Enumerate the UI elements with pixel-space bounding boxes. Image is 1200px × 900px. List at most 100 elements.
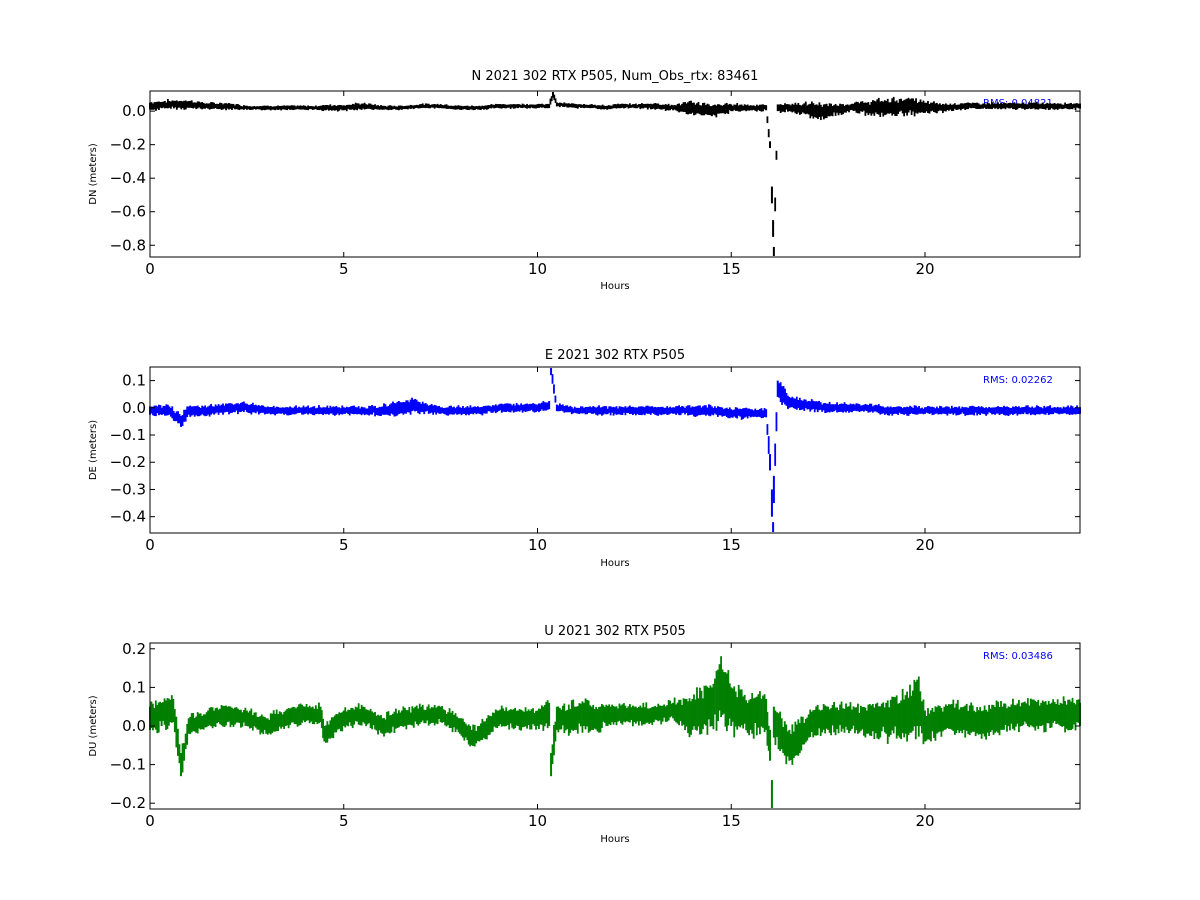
panel-north-point	[1065, 103, 1068, 109]
panel-east-point	[1001, 407, 1004, 414]
panel-up-point	[991, 704, 993, 731]
panel-north-point	[888, 102, 891, 114]
panel-east-point	[581, 406, 584, 414]
panel-east-point	[530, 403, 533, 410]
panel-east-point	[679, 407, 682, 416]
panel-north-point	[186, 101, 189, 108]
panel-up-point	[204, 714, 207, 728]
panel-north-point	[614, 104, 616, 109]
panel-up-point	[159, 701, 162, 722]
panel-up-point	[769, 729, 771, 761]
panel-north-point	[734, 104, 737, 111]
panel-east-point	[843, 402, 846, 412]
panel-north-point	[265, 105, 268, 110]
panel-up-point	[196, 712, 199, 734]
panel-east-point	[414, 398, 416, 412]
panel-up-point	[220, 705, 223, 726]
panel-east-point	[800, 400, 803, 410]
panel-east-point	[994, 407, 996, 415]
panel-up-point	[354, 706, 357, 722]
panel-north-point	[682, 102, 685, 112]
panel-up-point	[956, 699, 959, 731]
panel-north-point	[592, 104, 595, 108]
panel-up-point	[368, 710, 370, 724]
panel-up-point	[939, 706, 941, 732]
panel-east-point	[508, 403, 511, 413]
panel-up-point	[983, 705, 986, 737]
panel-north-point	[542, 104, 545, 108]
panel-east-point	[177, 411, 179, 424]
panel-up-point	[514, 707, 517, 729]
panel-up-point	[570, 700, 573, 730]
panel-north-point	[244, 105, 247, 109]
panel-north-point	[992, 103, 995, 108]
panel-up-point	[473, 725, 476, 747]
panel-north-point	[781, 104, 784, 112]
panel-east-frame	[149, 366, 1081, 534]
panel-up-point	[690, 701, 692, 735]
panel-up-point	[910, 695, 913, 733]
panel-east-point	[795, 396, 798, 410]
panel-north-point	[238, 104, 241, 111]
panel-east-point	[444, 407, 446, 415]
panel-up-point	[943, 706, 946, 730]
panel-up-frame	[149, 642, 1081, 810]
panel-up-point	[988, 704, 990, 737]
panel-up-point	[770, 780, 773, 808]
panel-east-point	[269, 407, 272, 415]
panel-east-point	[490, 406, 493, 413]
panel-east-point	[304, 407, 306, 414]
panel-north-point	[493, 104, 496, 109]
panel-east-point	[716, 406, 719, 417]
panel-up-point	[400, 710, 403, 726]
panel-east-point	[601, 407, 603, 416]
panel-north-point	[308, 106, 311, 110]
panel-up-point	[696, 687, 698, 731]
panel-up-point	[256, 716, 259, 730]
panel-up-point	[977, 710, 980, 735]
panel-east-point	[335, 405, 338, 415]
panel-north-point	[670, 104, 673, 110]
panel-north-point	[226, 103, 229, 109]
panel-up-point	[687, 701, 689, 734]
panel-east-point	[1006, 406, 1008, 416]
panel-north-point	[684, 102, 686, 112]
panel-east-point	[207, 406, 210, 415]
panel-up-point	[189, 716, 192, 735]
panel-up-point	[229, 706, 232, 728]
panel-north-point	[709, 106, 712, 116]
panel-north-point	[1017, 103, 1020, 108]
panel-up-point	[402, 706, 405, 727]
panel-east-point	[1044, 407, 1047, 415]
panel-north-point	[472, 105, 475, 111]
panel-east-point	[801, 400, 804, 410]
panel-north-point	[642, 103, 645, 109]
panel-north-point	[365, 104, 368, 110]
panel-up-point	[472, 724, 475, 746]
panel-north-point	[171, 100, 174, 107]
panel-east-point	[550, 368, 553, 376]
panel-north-point	[508, 104, 511, 108]
panel-up-point	[390, 715, 393, 733]
panel-up-point	[871, 703, 874, 732]
panel-up-point	[950, 703, 953, 730]
panel-up-point	[906, 691, 908, 742]
panel-up-point	[266, 718, 269, 735]
panel-up-point	[359, 709, 362, 726]
panel-up-point	[864, 707, 867, 738]
panel-east-point	[171, 406, 174, 419]
panel-east-point	[718, 406, 721, 416]
panel-east-point	[426, 404, 429, 411]
panel-east-point	[676, 406, 679, 414]
panel-up-ytick-label: 0.1	[122, 678, 146, 696]
panel-north-point	[456, 105, 458, 110]
panel-up-point	[469, 725, 472, 747]
panel-east-point	[970, 405, 973, 415]
panel-north-point	[366, 104, 369, 109]
panel-north-point	[776, 104, 779, 112]
panel-east-point	[320, 408, 323, 415]
panel-up-point	[661, 705, 664, 722]
panel-east-point	[734, 407, 737, 418]
panel-up-point	[479, 723, 482, 741]
panel-up-point	[389, 715, 391, 734]
